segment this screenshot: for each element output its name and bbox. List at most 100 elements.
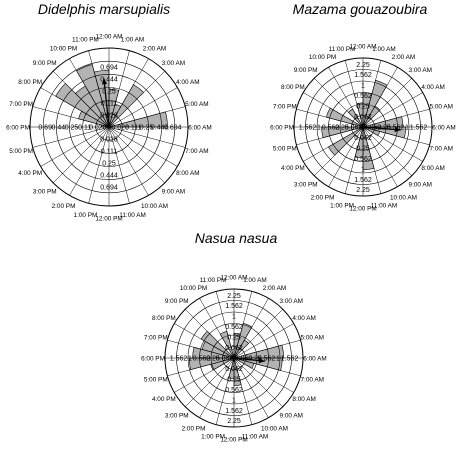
hour-spoke [108, 87, 178, 128]
hour-label: 9:00 AM [162, 189, 185, 196]
hour-spoke [328, 67, 364, 128]
panel-title-mazama: Mazama gouazoubira [293, 1, 428, 17]
radial-label-right: 0.25 [377, 125, 391, 132]
radial-label-left: 0.25 [65, 125, 79, 132]
mean-vector-line [362, 126, 401, 131]
hour-label: 9:00 AM [409, 182, 432, 189]
radial-label-right: 1.562 [410, 125, 428, 132]
hour-label: 9:00 PM [33, 60, 57, 67]
hour-label: 4:00 PM [281, 165, 305, 172]
hour-spoke [52, 126, 110, 184]
radial-label-down: 0.062 [225, 366, 243, 373]
hour-spoke [88, 126, 110, 204]
hour-label: 7:00 PM [9, 101, 33, 108]
hour-label: 6:00 PM [6, 124, 30, 131]
hour-label: 5:00 PM [9, 148, 33, 155]
mean-vector-arrowhead [101, 78, 108, 85]
hour-label: 7:00 AM [185, 148, 208, 155]
hour-spoke [88, 50, 110, 128]
hour-spoke [167, 339, 235, 359]
hour-spoke [69, 126, 110, 196]
hour-spoke [233, 357, 301, 377]
hour-spoke [40, 126, 110, 167]
radial-label-down: 0.25 [356, 145, 370, 152]
hour-label: 4:00 AM [176, 79, 199, 86]
hour-label: 10:00 PM [309, 54, 336, 61]
hour-spoke [233, 339, 301, 359]
hour-spoke [233, 323, 294, 359]
hour-label: 10:00 PM [180, 285, 207, 292]
hour-label: 6:00 AM [188, 124, 211, 131]
hour-spoke [40, 87, 110, 128]
radial-label-right: 0.694 [164, 125, 182, 132]
hour-spoke [362, 60, 382, 128]
hour-spoke [296, 126, 364, 146]
mean-vector-arrowhead [258, 358, 265, 364]
radial-label-left: 1.562 [299, 125, 317, 132]
hour-label: 5:00 PM [273, 145, 297, 152]
radial-label-right: 1.562 [281, 356, 299, 363]
radial-label-right: 1 [276, 356, 280, 363]
hour-spoke [69, 58, 110, 128]
hour-spoke [362, 126, 423, 162]
hour-spoke [215, 357, 235, 425]
hour-label: 1:00 PM [201, 434, 225, 441]
hour-spoke [52, 70, 110, 128]
radial-label-up: 1.562 [225, 303, 243, 310]
hour-label: 5:00 PM [144, 376, 168, 383]
hour-label: 5:00 AM [430, 103, 453, 110]
radial-label-right: 1 [405, 125, 409, 132]
radial-label-up: 0.25 [102, 89, 116, 96]
hour-spoke [185, 357, 235, 407]
hour-label: 4:00 PM [18, 170, 42, 177]
radial-label-up: 0.444 [100, 77, 118, 84]
hour-label: 8:00 PM [152, 315, 176, 322]
hour-label: 12:00 AM [220, 274, 247, 281]
hour-label: 7:00 AM [430, 145, 453, 152]
radial-label-up: 0.062 [354, 114, 372, 121]
radial-label-down: 1 [361, 166, 365, 173]
radial-label-right: 0.444 [151, 125, 169, 132]
hour-spoke [362, 126, 412, 176]
radial-label-up: 2.25 [356, 62, 370, 69]
hour-spoke [167, 357, 235, 377]
hour-spoke [296, 108, 364, 128]
hour-spoke [32, 106, 110, 128]
radial-label-up: 0.562 [354, 93, 372, 100]
hour-spoke [314, 126, 364, 176]
hour-spoke [362, 126, 430, 146]
radial-label-up: 1 [232, 314, 236, 321]
radial-label-right: 0.25 [140, 125, 154, 132]
hour-label: 5:00 AM [301, 334, 324, 341]
radial-label-down: 0.25 [227, 376, 241, 383]
hour-spoke [174, 323, 235, 359]
hour-spoke [233, 357, 253, 425]
radial-label-up: 0.562 [225, 324, 243, 331]
radial-label-left: 1 [317, 125, 321, 132]
hour-label: 6:00 PM [270, 124, 294, 131]
radial-label-left: 0.062 [345, 125, 363, 132]
radial-label-left: 1 [188, 356, 192, 363]
hour-label: 2:00 PM [311, 194, 335, 201]
hour-spoke [303, 92, 364, 128]
hour-spoke [362, 92, 423, 128]
hour-spoke [108, 126, 178, 167]
hour-spoke [185, 309, 235, 359]
radial-label-right: 0.111 [125, 125, 142, 132]
radial-label-left: 0.44 [52, 125, 66, 132]
radial-label-down: 0.062 [354, 135, 372, 142]
hour-label: 4:00 AM [292, 315, 315, 322]
radial-label-up: 0.25 [356, 104, 370, 111]
hour-spoke [362, 126, 382, 194]
hour-label: 8:00 AM [421, 165, 444, 172]
hour-label: 4:00 AM [421, 84, 444, 91]
hour-label: 12:00 AM [95, 33, 122, 40]
mean-vector-arrowhead [394, 126, 401, 133]
radial-label-left: 0.562 [322, 125, 340, 132]
hour-label: 6:00 AM [432, 124, 455, 131]
hour-spoke [233, 357, 294, 393]
hour-label: 1:00 PM [330, 203, 354, 210]
hour-label: 3:00 AM [280, 298, 303, 305]
radial-label-up: 0.062 [225, 345, 243, 352]
